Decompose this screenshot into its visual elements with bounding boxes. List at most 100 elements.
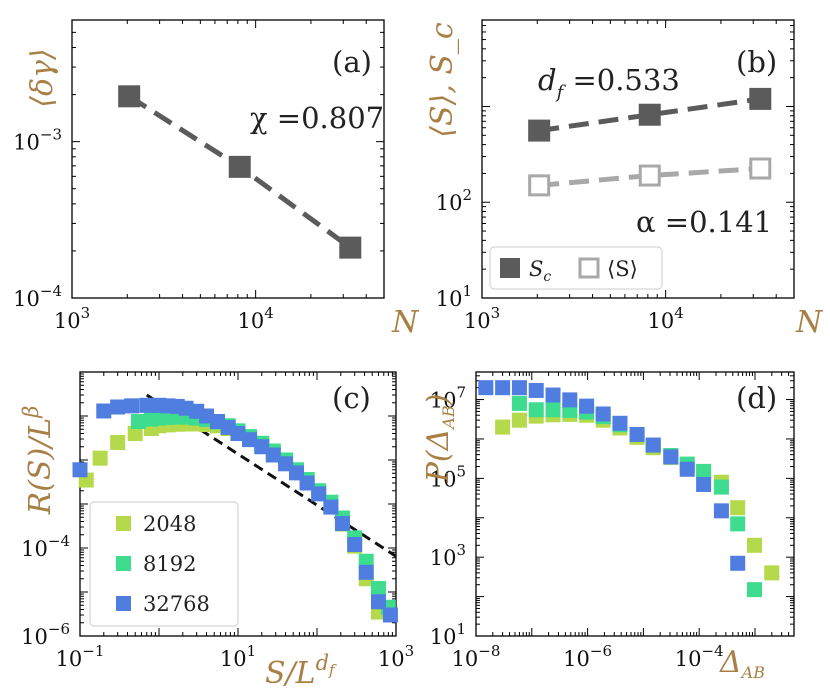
panel-b-ylabel: ⟨S⟩, S_c	[425, 22, 460, 138]
panel-d-x-tick-label: 10−4	[675, 642, 724, 671]
panel-c-xlabel: S/Ldf	[265, 651, 337, 691]
panel-a-xlabel: N	[391, 305, 420, 340]
panel-b-xlabel: N	[795, 305, 824, 340]
panel-d-point-32768	[612, 415, 628, 431]
panel-c-point-2048	[127, 426, 143, 442]
panel-d-point-2048	[747, 537, 763, 553]
legend-8192-label: 8192	[143, 552, 196, 576]
panel-c-point-32768	[347, 537, 363, 553]
panel-b-alpha-annotation: α =0.141	[636, 205, 772, 239]
panel-b-legend-box	[489, 246, 663, 290]
panel-b-df-annotation: df =0.533	[538, 63, 680, 103]
panel-b-series-line	[538, 96, 761, 134]
panel-d-point-32768	[579, 398, 595, 414]
panel-c-y-tick-label: 10−6	[21, 620, 70, 649]
panel-c-point-32768	[254, 439, 270, 455]
panel-d-point-32768	[696, 476, 712, 492]
panel-d-point-32768	[478, 380, 494, 396]
panel-d-ylabel: P(ΔAB)	[421, 394, 458, 484]
legend-32768-label: 32768	[143, 592, 210, 616]
panel-a-point-	[118, 85, 141, 108]
panel-d-point-32768	[495, 380, 511, 396]
panel-a: 103 104 10−4 10−3 (a) χ =0.807 N ⟨δγ⟩	[13, 19, 420, 340]
panel-b-point-open	[638, 164, 661, 187]
panel-b-point-Sc	[638, 103, 661, 126]
panel-d-point-8192	[747, 582, 763, 598]
panel-a-chi-annotation: χ =0.807	[250, 101, 384, 135]
panel-b-point-open	[528, 174, 551, 197]
panel-c-x-tick-label: 10−1	[56, 642, 105, 671]
panel-a-x-tick-label: 103	[54, 304, 90, 333]
panel-c-plot-area: 10−1 101 103 10−6 10−4	[21, 371, 414, 671]
panel-d-point-8192	[730, 516, 746, 532]
panel-b-point-Sc	[528, 119, 551, 142]
panel-c-point-32768	[230, 426, 246, 442]
panel-c-point-32768	[334, 516, 350, 532]
panel-b-label: (b)	[736, 45, 777, 79]
panel-b-x-tick-label: 103	[464, 304, 500, 333]
panel-d-point-2048	[764, 565, 780, 581]
panel-d-point-2048	[730, 500, 746, 516]
panel-b-point-open	[749, 157, 772, 180]
panel-c-point-32768	[242, 432, 258, 448]
panel-d-point-8192	[696, 463, 712, 479]
panel-d-point-32768	[730, 555, 746, 571]
legend-32768-marker	[116, 596, 131, 611]
panel-c-legend-box	[89, 501, 239, 627]
panel-d-point-8192	[713, 479, 729, 495]
panel-a-x-tick-label: 104	[238, 304, 274, 333]
panel-a-y-tick-label: 10−3	[13, 126, 62, 155]
panel-c-ylabel: R(S)/Lβ	[19, 406, 58, 516]
panel-d-x-tick-label: 10−6	[563, 642, 612, 671]
panel-c-point-32768	[382, 607, 398, 623]
panel-c-x-tick-label: 101	[220, 642, 256, 671]
legend-2048-marker	[116, 516, 131, 531]
panel-d-xlabel: ΔAB	[719, 645, 765, 682]
panel-c-point-32768	[72, 462, 88, 478]
panel-a-label: (a)	[332, 45, 372, 79]
panel-c-point-32768	[96, 403, 112, 419]
panel-b-y-tick-label: 101	[436, 282, 472, 311]
panel-a-point-	[228, 155, 251, 178]
panel-a-y-tick-label: 10−4	[13, 282, 62, 311]
panel-b-series-line	[538, 166, 761, 188]
panel-b-point-Sc	[749, 87, 772, 110]
legend-2048-label: 2048	[143, 512, 196, 536]
panel-a-point-	[339, 236, 362, 259]
panel-d-point-32768	[511, 380, 527, 396]
panel-b-frame	[481, 19, 795, 299]
panel-a-plot-area: 103 104 10−4 10−3	[13, 19, 385, 333]
legend-meanS-marker	[578, 257, 600, 279]
panel-d-point-32768	[629, 426, 645, 442]
panel-d-point-32768	[562, 392, 578, 408]
panel-c-point-32768	[311, 486, 327, 502]
legend-sc-marker	[500, 258, 520, 278]
panel-c-point-32768	[299, 475, 315, 491]
panel-d-point-32768	[663, 449, 679, 465]
panel-d-point-32768	[645, 437, 661, 453]
panel-c-x-tick-label: 103	[378, 642, 414, 671]
panel-c: 10−1 101 103 10−6 10−4 (c) S/Ldf R(S)/Lβ 204…	[19, 371, 414, 691]
panel-d-point-32768	[713, 503, 729, 519]
panel-c-point-32768	[370, 594, 386, 610]
panel-d-point-32768	[679, 461, 695, 477]
panel-c-y-tick-label: 10−4	[21, 532, 70, 561]
panel-d-point-8192	[528, 402, 544, 418]
panel-d-point-2048	[495, 419, 511, 435]
legend-meanS-label: ⟨S⟩	[607, 257, 638, 281]
panel-c-point-2048	[110, 434, 126, 450]
panel-c-point-32768	[323, 499, 339, 515]
panel-a-ylabel: ⟨δγ⟩	[25, 48, 60, 107]
panel-d-point-8192	[511, 395, 527, 411]
panel-b-x-tick-label: 104	[648, 304, 684, 333]
panel-c-label: (c)	[332, 381, 371, 415]
panel-d-point-32768	[528, 382, 544, 398]
panel-d-label: (d)	[736, 381, 777, 415]
legend-8192-marker	[116, 556, 131, 571]
panel-d-point-2048	[511, 412, 527, 428]
panel-d-point-32768	[595, 406, 611, 422]
panel-d-x-tick-label: 10−8	[452, 642, 501, 671]
panel-c-point-2048	[92, 450, 108, 466]
